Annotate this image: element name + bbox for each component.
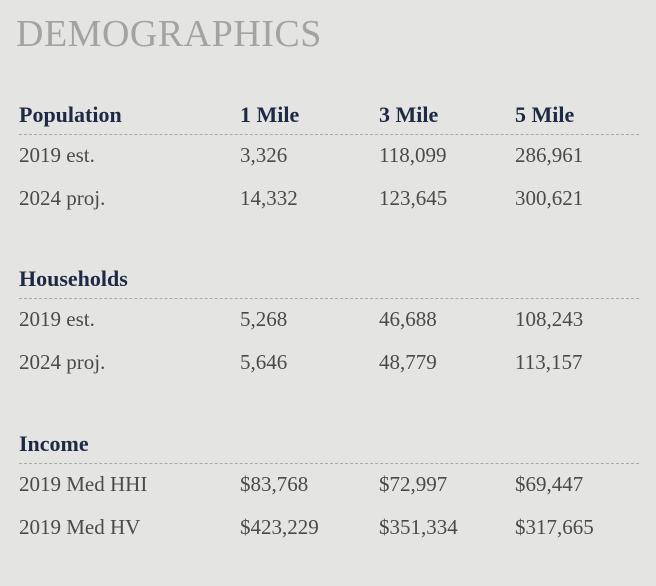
value-3-mile: 123,645 <box>379 186 448 210</box>
value-3-mile: 118,099 <box>379 143 447 167</box>
value-3-mile: 46,688 <box>379 307 437 331</box>
section-title: Income <box>19 431 89 456</box>
row-label: 2019 est. <box>19 307 95 331</box>
table-row: 2019 Med HHI $83,768 $72,997 $69,447 <box>19 464 639 507</box>
value-5-mile: 300,621 <box>515 186 584 210</box>
table-row: 2024 proj. 5,646 48,779 113,157 <box>19 342 639 385</box>
row-label: 2019 Med HHI <box>19 472 148 496</box>
households-section: Households 2019 est. 5,268 46,688 108,24… <box>19 264 639 385</box>
value-3-mile: $72,997 <box>379 472 448 496</box>
column-header-1-mile: 1 Mile <box>240 102 300 127</box>
section-title: Households <box>19 266 128 291</box>
value-1-mile: 5,646 <box>240 350 288 374</box>
value-1-mile: 3,326 <box>240 143 288 167</box>
section-header: Households <box>19 264 639 299</box>
section-header: Income <box>19 429 639 464</box>
value-3-mile: 48,779 <box>379 350 437 374</box>
row-label: 2019 est. <box>19 143 95 167</box>
value-3-mile: $351,334 <box>379 515 458 539</box>
table-row: 2019 Med HV $423,229 $351,334 $317,665 <box>19 507 639 550</box>
section-title: Population <box>19 102 122 127</box>
value-1-mile: 14,332 <box>240 186 298 210</box>
section-header: Population 1 Mile 3 Mile 5 Mile <box>19 100 639 135</box>
value-1-mile: $83,768 <box>240 472 309 496</box>
value-1-mile: 5,268 <box>240 307 288 331</box>
column-header-3-mile: 3 Mile <box>379 102 439 127</box>
column-header-5-mile: 5 Mile <box>515 102 575 127</box>
table-row: 2019 est. 3,326 118,099 286,961 <box>19 135 639 178</box>
table-row: 2019 est. 5,268 46,688 108,243 <box>19 299 639 342</box>
row-label: 2024 proj. <box>19 186 106 210</box>
value-1-mile: $423,229 <box>240 515 319 539</box>
table-row: 2024 proj. 14,332 123,645 300,621 <box>19 178 639 221</box>
value-5-mile: $317,665 <box>515 515 594 539</box>
row-label: 2019 Med HV <box>19 515 141 539</box>
population-section: Population 1 Mile 3 Mile 5 Mile 2019 est… <box>19 100 639 221</box>
row-label: 2024 proj. <box>19 350 106 374</box>
page-title: DEMOGRAPHICS <box>16 13 322 55</box>
value-5-mile: 113,157 <box>515 350 583 374</box>
income-section: Income 2019 Med HHI $83,768 $72,997 $69,… <box>19 429 639 550</box>
value-5-mile: $69,447 <box>515 472 584 496</box>
value-5-mile: 286,961 <box>515 143 584 167</box>
value-5-mile: 108,243 <box>515 307 584 331</box>
